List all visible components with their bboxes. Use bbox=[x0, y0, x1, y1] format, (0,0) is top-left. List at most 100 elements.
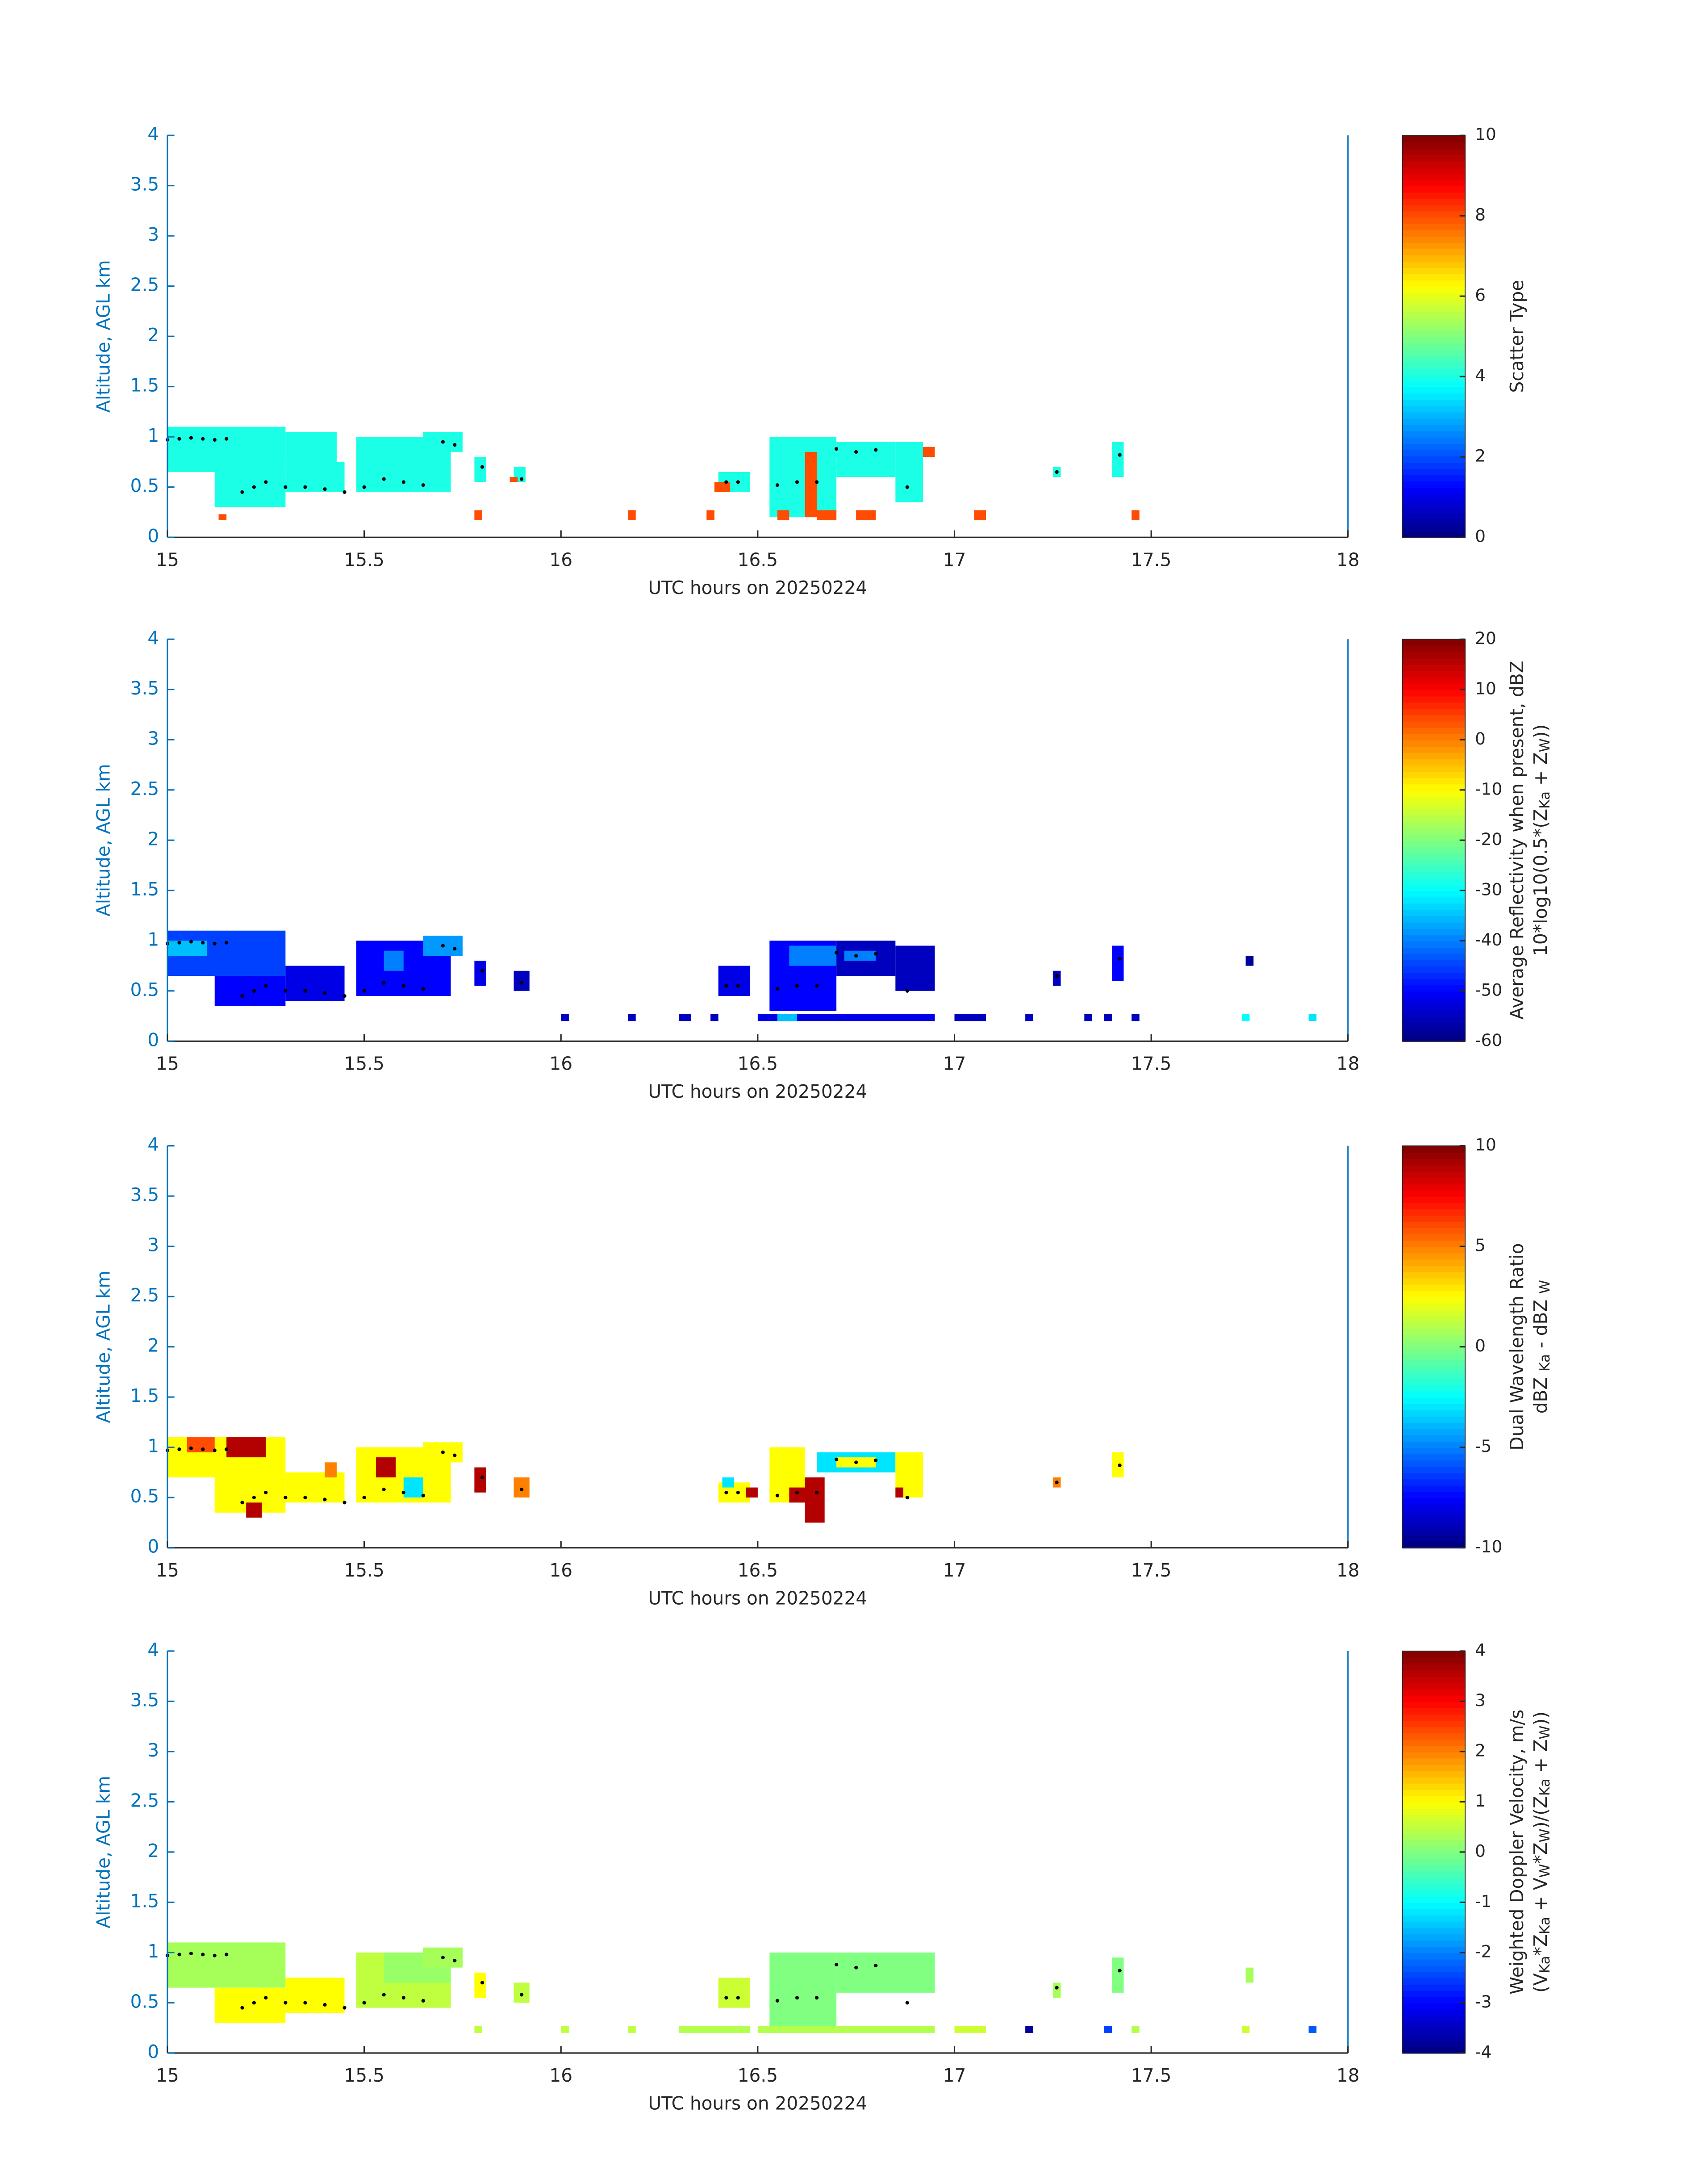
colorbar-swatch bbox=[1402, 418, 1466, 425]
colorbar-swatch bbox=[1402, 2003, 1466, 2010]
colorbar-swatch bbox=[1402, 280, 1466, 287]
cell bbox=[974, 510, 986, 520]
cell bbox=[1241, 1014, 1250, 1021]
panel: 15 15.5 16 16.5 17 17.5 18 0 0.5 1 1.5 2 2.5 3 3.5 4 UTC… bbox=[92, 1134, 1553, 1609]
colorbar-swatch bbox=[1402, 1996, 1466, 2003]
marker-dot bbox=[453, 1453, 457, 1457]
cell bbox=[1084, 1014, 1092, 1021]
y-tick-label: 3.5 bbox=[130, 678, 159, 699]
colorbar-swatch bbox=[1402, 1783, 1466, 1790]
colorbar-swatch bbox=[1402, 1209, 1466, 1216]
colorbar-swatch bbox=[1402, 1529, 1466, 1536]
marker-dot bbox=[264, 480, 268, 484]
marker-dot bbox=[736, 1996, 740, 2000]
cell bbox=[757, 1014, 935, 1021]
colorbar-swatch bbox=[1402, 1820, 1466, 1828]
colorbar-swatch bbox=[1402, 1171, 1466, 1178]
colorbar-swatch bbox=[1402, 349, 1466, 356]
marker-dot bbox=[835, 447, 839, 451]
subscript: W bbox=[1537, 1280, 1553, 1294]
colorbar-swatch bbox=[1402, 2046, 1466, 2054]
colorbar-swatch bbox=[1402, 1927, 1466, 1935]
marker-dot bbox=[854, 450, 858, 454]
colorbar-swatch bbox=[1402, 758, 1466, 766]
colorbar-swatch bbox=[1402, 1984, 1466, 1991]
marker-dot bbox=[453, 443, 457, 447]
marker-dot bbox=[189, 436, 193, 440]
cell bbox=[1052, 1982, 1061, 1998]
label-part: + Z bbox=[1530, 752, 1551, 791]
colorbar-swatch bbox=[1402, 311, 1466, 318]
marker-dot bbox=[520, 981, 524, 985]
colorbar-swatch bbox=[1402, 909, 1466, 916]
colorbar-label: Average Reflectivity when present, dBZ bbox=[1506, 661, 1528, 1020]
marker-dot bbox=[284, 1496, 288, 1500]
marker-dot bbox=[323, 487, 327, 491]
marker-dot bbox=[213, 1448, 217, 1452]
label-part: + V bbox=[1530, 1878, 1551, 1917]
marker-dot bbox=[240, 2006, 244, 2010]
cell bbox=[722, 1477, 734, 1488]
colorbar-swatch bbox=[1402, 1714, 1466, 1721]
x-tick-label: 17.5 bbox=[1131, 2065, 1171, 2086]
label-part: + Z bbox=[1530, 1739, 1551, 1778]
y-tick-label: 1 bbox=[147, 425, 159, 446]
marker-dot bbox=[441, 944, 445, 948]
colorbar-swatch bbox=[1402, 1732, 1466, 1740]
y-axis-label: Altitude, AGL km bbox=[92, 1776, 114, 1928]
colorbar-swatch bbox=[1402, 468, 1466, 476]
colorbar-swatch bbox=[1402, 802, 1466, 810]
colorbar-swatch bbox=[1402, 1858, 1466, 1865]
cell bbox=[706, 510, 714, 520]
colorbar-swatch bbox=[1402, 1303, 1466, 1310]
colorbar-swatch bbox=[1402, 2040, 1466, 2048]
cell bbox=[474, 2026, 482, 2033]
colorbar-tick-label: -40 bbox=[1475, 930, 1502, 949]
colorbar-tick-label: -10 bbox=[1475, 779, 1502, 799]
colorbar-swatch bbox=[1402, 947, 1466, 954]
colorbar-swatch bbox=[1402, 991, 1466, 998]
colorbar-swatch bbox=[1402, 959, 1466, 967]
colorbar-swatch bbox=[1402, 746, 1466, 753]
y-tick-label: 4 bbox=[147, 1639, 159, 1660]
colorbar-swatch bbox=[1402, 1814, 1466, 1822]
colorbar-swatch bbox=[1402, 1460, 1466, 1467]
marker-dot bbox=[189, 1446, 193, 1450]
marker-dot bbox=[724, 984, 728, 988]
colorbar-swatch bbox=[1402, 1958, 1466, 1966]
x-tick-label: 15.5 bbox=[344, 1560, 384, 1581]
marker-dot bbox=[401, 984, 405, 988]
cell bbox=[214, 1987, 286, 2023]
colorbar-swatch bbox=[1402, 185, 1466, 193]
colorbar-swatch bbox=[1402, 1701, 1466, 1708]
colorbar-swatch bbox=[1402, 1472, 1466, 1480]
x-tick-label: 16 bbox=[549, 1053, 572, 1074]
colorbar-swatch bbox=[1402, 1466, 1466, 1473]
y-tick-label: 0.5 bbox=[130, 979, 159, 1000]
cell bbox=[714, 482, 731, 492]
colorbar-swatch bbox=[1402, 808, 1466, 816]
y-tick-label: 0.5 bbox=[130, 1991, 159, 2012]
colorbar-tick-label: 2 bbox=[1475, 1740, 1486, 1760]
cell bbox=[895, 1487, 903, 1498]
marker-dot bbox=[835, 1962, 839, 1966]
y-tick-label: 1 bbox=[147, 1435, 159, 1457]
colorbar-swatch bbox=[1402, 1003, 1466, 1011]
colorbar-swatch bbox=[1402, 1839, 1466, 1847]
colorbar-swatch bbox=[1402, 223, 1466, 230]
marker-dot bbox=[480, 969, 484, 973]
colorbar-swatch bbox=[1402, 1808, 1466, 1815]
colorbar-swatch bbox=[1402, 1522, 1466, 1530]
colorbar-swatch bbox=[1402, 462, 1466, 469]
marker-dot bbox=[441, 1956, 445, 1960]
colorbar-swatch bbox=[1402, 664, 1466, 672]
colorbar-swatch bbox=[1402, 783, 1466, 791]
colorbar-swatch bbox=[1402, 658, 1466, 665]
y-tick-label: 0 bbox=[147, 1536, 159, 1557]
colorbar-swatch bbox=[1402, 324, 1466, 331]
marker-dot bbox=[815, 984, 819, 988]
colorbar-swatch bbox=[1402, 740, 1466, 747]
colorbar-swatch bbox=[1402, 1510, 1466, 1517]
colorbar-swatch bbox=[1402, 677, 1466, 684]
cell bbox=[836, 1952, 935, 1993]
